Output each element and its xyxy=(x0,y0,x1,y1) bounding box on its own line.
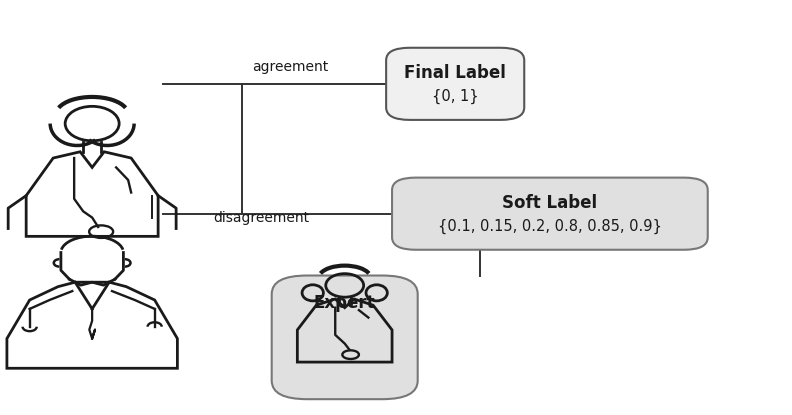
FancyBboxPatch shape xyxy=(272,276,417,399)
Text: Expert: Expert xyxy=(314,294,375,312)
FancyBboxPatch shape xyxy=(392,178,708,250)
Text: agreement: agreement xyxy=(253,59,329,73)
Text: {0, 1}: {0, 1} xyxy=(432,89,478,105)
FancyBboxPatch shape xyxy=(386,48,524,120)
Text: disagreement: disagreement xyxy=(213,211,309,225)
Text: Soft Label: Soft Label xyxy=(502,194,597,212)
Text: {0.1, 0.15, 0.2, 0.8, 0.85, 0.9}: {0.1, 0.15, 0.2, 0.8, 0.85, 0.9} xyxy=(438,219,662,234)
Text: Final Label: Final Label xyxy=(404,64,506,82)
